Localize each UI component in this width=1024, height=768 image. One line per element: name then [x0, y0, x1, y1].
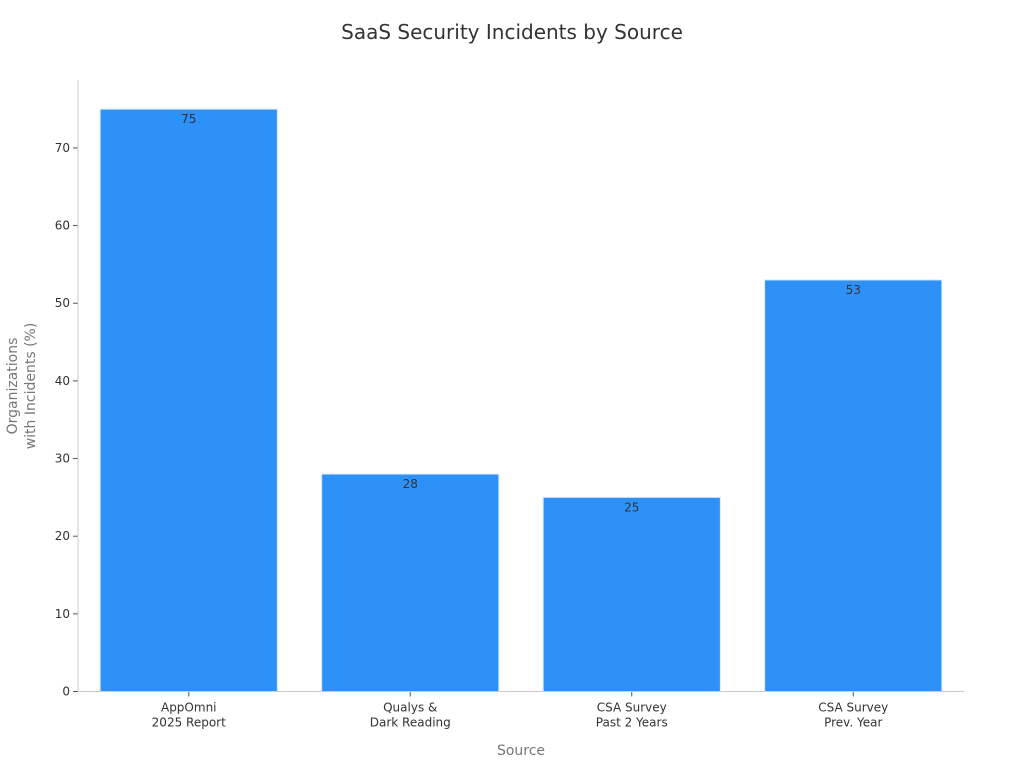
x-tick-label: CSA Survey: [818, 701, 888, 715]
y-tick-label: 60: [55, 219, 70, 233]
x-axis-title: Source: [497, 743, 545, 759]
x-tick-label: 2025 Report: [152, 716, 226, 730]
bar-value-label: 28: [403, 477, 418, 491]
bar: [321, 473, 500, 693]
y-tick-label: 0: [62, 685, 70, 699]
bar: [99, 108, 278, 693]
y-tick-label: 40: [55, 374, 70, 388]
bar: [542, 496, 721, 692]
bar-value-label: 25: [624, 500, 639, 514]
y-tick-label: 50: [55, 296, 70, 310]
y-axis-title-line-2: with Incidents (%): [23, 323, 39, 450]
y-tick-label: 70: [55, 141, 70, 155]
y-tick-label: 20: [55, 529, 70, 543]
y-tick-label: 30: [55, 452, 70, 466]
x-tick-label: CSA Survey: [597, 701, 667, 715]
x-tick-label: Qualys &: [383, 701, 437, 715]
x-tick-label: Dark Reading: [370, 716, 451, 730]
x-tick-label: Prev. Year: [824, 716, 882, 730]
bar-value-label: 53: [846, 283, 861, 297]
y-tick-label: 10: [55, 607, 70, 621]
y-axis-title: Organizations with Incidents (%): [5, 323, 39, 450]
x-tick-label: Past 2 Years: [596, 716, 668, 730]
bar: [764, 279, 943, 692]
x-tick-label: AppOmni: [161, 701, 217, 715]
bar-value-label: 75: [181, 112, 196, 126]
chart-title: SaaS Security Incidents by Source: [341, 20, 683, 44]
y-axis-ticks: 0 10 20 30 40 50 60 70: [55, 141, 78, 699]
bars: 75 28 25 53: [99, 108, 943, 693]
y-axis-title-line-1: Organizations: [5, 338, 21, 435]
